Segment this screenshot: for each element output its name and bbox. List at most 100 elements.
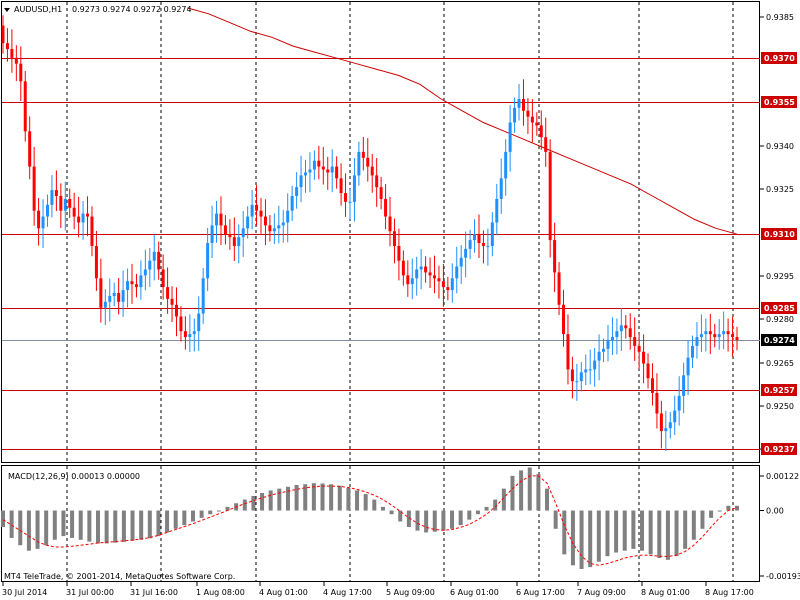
macd-bar <box>70 510 75 538</box>
candle-body <box>272 228 276 232</box>
macd-bar <box>406 510 411 527</box>
candle-body <box>655 392 659 414</box>
level-label-text: 0.9285 <box>764 304 795 313</box>
macd-bar <box>545 488 550 511</box>
candle-body <box>215 213 219 226</box>
macd-bar <box>450 510 455 529</box>
candle-body <box>32 166 36 211</box>
candle-body <box>628 328 632 338</box>
time-tick-label: 30 Jul 2014 <box>2 588 47 597</box>
macd-bar <box>1 510 5 527</box>
macd-bar <box>95 510 100 544</box>
candle-body <box>513 107 517 123</box>
macd-bar <box>165 510 170 533</box>
candle-body <box>72 207 76 217</box>
candle-body <box>446 287 450 291</box>
macd-bar <box>501 488 506 511</box>
chevron-down-icon[interactable] <box>4 8 10 12</box>
candle-body <box>650 378 654 393</box>
macd-bar <box>303 484 308 511</box>
macd-bar <box>285 486 290 511</box>
candle-body <box>504 151 508 179</box>
candle-body <box>134 284 138 288</box>
time-tick-label: 4 Aug 17:00 <box>323 588 372 597</box>
macd-bar <box>467 510 472 520</box>
candle-body <box>188 334 192 338</box>
macd-bar <box>9 510 14 538</box>
level-label-text: 0.9355 <box>764 98 795 107</box>
ma-polyline <box>187 7 738 235</box>
macd-bar <box>277 488 282 511</box>
candle-body <box>410 278 414 285</box>
candle-body <box>308 169 312 173</box>
candle-body <box>708 331 712 335</box>
candle-body <box>464 248 468 258</box>
candle-body <box>295 187 299 196</box>
candle-body <box>281 222 285 226</box>
macd-bar <box>726 505 731 511</box>
candle-body <box>219 213 223 226</box>
candle-body <box>344 193 348 202</box>
symbol-header[interactable]: AUDUSD,H1 0.9273 0.9274 0.9272 0.9274 <box>4 5 192 14</box>
candle-body <box>206 243 210 279</box>
candle-body <box>241 228 245 238</box>
candle-body <box>490 222 494 246</box>
macd-bar <box>493 499 498 511</box>
candle-body <box>566 334 570 370</box>
level-label-text: 0.9310 <box>764 230 795 239</box>
candle-body <box>290 195 294 211</box>
candle-body <box>317 160 321 167</box>
macd-bar <box>26 510 31 551</box>
candle-body <box>637 345 641 352</box>
candle-body <box>54 190 58 196</box>
macd-bar <box>415 510 420 531</box>
price-tick-label: 0.9295 <box>766 272 794 281</box>
candle-body <box>179 316 183 332</box>
macd-bar <box>329 484 334 511</box>
candle-body <box>508 122 512 152</box>
candle-body <box>161 269 165 288</box>
macd-title: MACD(12,26,9) 0.00013 0.00000 <box>8 472 140 481</box>
candle-body <box>735 337 739 341</box>
macd-bar <box>268 490 273 511</box>
time-tick-label: 6 Aug 01:00 <box>450 588 499 597</box>
macd-bar <box>78 510 83 540</box>
macd-bar <box>717 510 722 512</box>
candle-body <box>455 266 459 279</box>
macd-bar <box>355 490 360 511</box>
macd-bar <box>242 499 247 511</box>
candle-body <box>37 210 41 229</box>
macd-bar <box>527 467 532 511</box>
macd-bar <box>35 510 40 549</box>
candle-body <box>526 110 530 117</box>
candle-body <box>392 231 396 246</box>
time-tick-label: 8 Aug 17:00 <box>705 588 754 597</box>
candle-body <box>428 272 432 276</box>
macd-bar <box>553 510 558 529</box>
candle-body <box>717 334 721 338</box>
candlestick-series <box>1 15 739 451</box>
macd-bar <box>640 510 645 551</box>
candle-body <box>726 331 730 335</box>
macd-bar <box>294 484 299 511</box>
time-tick-label: 1 Aug 08:00 <box>196 588 245 597</box>
candle-body <box>361 151 365 158</box>
candle-body <box>664 428 668 432</box>
candle-body <box>379 187 383 199</box>
macd-bar <box>424 510 429 533</box>
ohlc-values: 0.9273 0.9274 0.9272 0.9274 <box>72 5 192 14</box>
candle-body <box>602 348 606 352</box>
candle-body <box>562 304 566 335</box>
time-axis: 30 Jul 2014 31 Jul 00:00 31 Jul 16:00 1 Aug… <box>2 582 754 597</box>
candle-body <box>624 325 628 329</box>
candle-body <box>143 269 147 276</box>
candle-body <box>19 63 23 82</box>
price-tick-label: 0.9340 <box>766 142 794 151</box>
candle-body <box>10 49 14 58</box>
candle-body <box>303 172 307 176</box>
candle-body <box>575 381 579 383</box>
macd-bar <box>61 510 66 537</box>
macd-bar <box>432 510 437 532</box>
macd-tick-label: 0.00122 <box>766 472 799 481</box>
